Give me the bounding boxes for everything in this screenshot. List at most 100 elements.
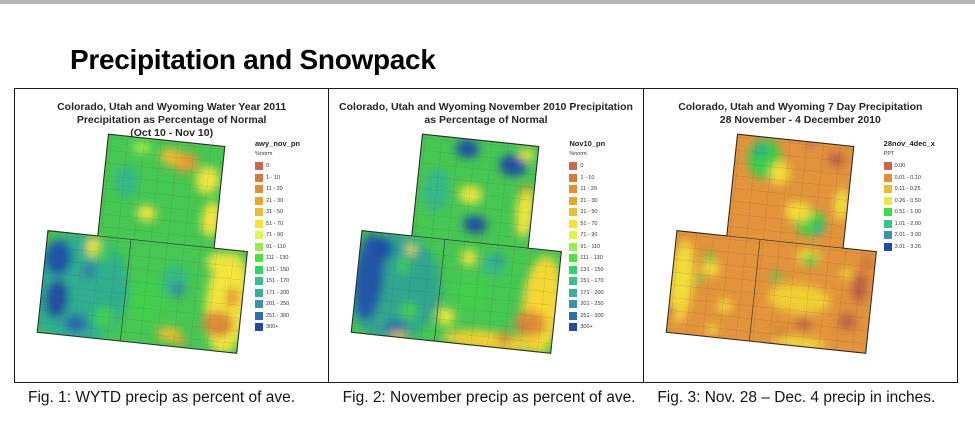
legend-item-label: 0.51 - 1.00 — [894, 209, 921, 215]
map-title-1-line1: Colorado, Utah and Wyoming Water Year 20… — [57, 101, 287, 113]
caption-figure-1: Fig. 1: WYTD precip as percent of ave. — [28, 389, 296, 406]
caption-figure-3: Fig. 3: Nov. 28 – Dec. 4 precip in inche… — [657, 389, 936, 406]
map-title-1-line2: Precipitation as Percentage of Normal — [76, 114, 267, 126]
legend-item: 0.51 - 1.00 — [883, 208, 954, 216]
legend-item: 251 - 300 — [255, 311, 325, 320]
map-figure-1 — [36, 128, 259, 354]
legend-color-swatch — [255, 242, 263, 251]
legend-item: 71 - 90 — [255, 231, 325, 239]
legend-item-label: 91 - 110 — [266, 243, 286, 250]
legend-item: 201 - 250 — [255, 300, 325, 308]
legend-color-swatch — [883, 196, 892, 205]
legend-color-swatch — [569, 300, 578, 308]
map-title-1: Colorado, Utah and Wyoming Water Year 20… — [15, 101, 328, 140]
legend-item-label: 3.01 - 3.26 — [894, 243, 921, 250]
map-title-3: Colorado, Utah and Wyoming 7 Day Precipi… — [644, 101, 957, 127]
legend-color-swatch — [255, 162, 263, 170]
legend-item: 21 - 30 — [569, 196, 639, 205]
legend-item: 2.01 - 3.00 — [883, 231, 954, 239]
legend-color-swatch — [255, 185, 263, 193]
legend-color-swatch — [569, 196, 578, 205]
legend-item: 91 - 110 — [569, 242, 639, 251]
panel-figure-1: Colorado, Utah and Wyoming Water Year 20… — [15, 89, 328, 382]
legend-color-swatch — [255, 196, 263, 205]
legend-title: Nov10_pn — [569, 139, 606, 148]
legend-item-label: 21 - 30 — [580, 197, 598, 204]
legend-item-label: 300+ — [580, 324, 593, 330]
legend-item: 131 - 150 — [569, 265, 639, 274]
legend-color-swatch — [569, 219, 578, 228]
legend-item: 1 - 10 — [569, 173, 639, 182]
legend-color-swatch — [569, 185, 578, 193]
legend-item-label: 2.01 - 3.00 — [894, 232, 921, 238]
legend-color-swatch — [883, 219, 892, 228]
legend-item: 11 - 20 — [569, 185, 639, 193]
legend-item-label: 151 - 170 — [580, 278, 604, 284]
map-title-2: Colorado, Utah and Wyoming November 2010… — [329, 101, 642, 127]
legend-item-label: 171 - 200 — [266, 289, 290, 296]
legend-item: 1 - 10 — [255, 173, 325, 182]
legend-item: 0 — [255, 162, 325, 170]
legend-item-label: 1 - 10 — [266, 174, 281, 181]
legend-color-swatch — [569, 254, 578, 262]
legend-color-swatch — [255, 288, 263, 297]
legend-item-label: 31 - 50 — [580, 209, 598, 215]
legend-item: 111 - 130 — [569, 254, 639, 262]
legend-item-label: 131 - 150 — [580, 266, 604, 273]
legend-item-label: 31 - 50 — [266, 209, 284, 215]
legend-list: 0 1 - 10 11 - 20 21 - 30 31 - 50 51 - 70 71 - … — [255, 162, 325, 331]
legend-color-swatch — [255, 277, 263, 285]
legend-figure-2: Nov10_pn %norm 0 1 - 10 11 - 20 21 - 30 31 -… — [569, 139, 639, 335]
legend-color-swatch — [569, 265, 578, 274]
legend-color-swatch — [569, 231, 578, 239]
legend-item: 0 — [569, 162, 639, 170]
captions-row: Fig. 1: WYTD precip as percent of ave. F… — [14, 389, 958, 407]
legend-color-swatch — [883, 242, 892, 251]
map-title-1-line3: (Oct 10 - Nov 10) — [130, 127, 214, 139]
legend-item-label: 1.01 - 2.00 — [894, 220, 921, 227]
legend-item: 31 - 50 — [569, 208, 639, 216]
legend-list: 0.00 0.01 - 0.10 0.11 - 0.25 0.26 - 0.50 0.5… — [883, 162, 954, 251]
legend-item: 201 - 250 — [569, 300, 639, 308]
legend-item: 71 - 90 — [569, 231, 639, 239]
map-title-2-line1: Colorado, Utah and Wyoming November 2010… — [339, 101, 633, 113]
legend-subtitle: %norm — [255, 151, 273, 157]
legend-color-swatch — [569, 288, 578, 297]
legend-figure-3: 28nov_4dec_x PPT 0.00 0.01 - 0.10 0.11 - 0… — [883, 139, 954, 254]
legend-color-swatch — [883, 173, 892, 182]
legend-item-label: 11 - 20 — [266, 186, 283, 192]
legend-item: 11 - 20 — [255, 185, 325, 193]
legend-color-swatch — [569, 323, 578, 331]
legend-item: 21 - 30 — [255, 196, 325, 205]
map-title-2-line2: as Percentage of Normal — [424, 114, 548, 126]
legend-item-label: 0.01 - 0.10 — [894, 174, 921, 181]
panel-figure-3: Colorado, Utah and Wyoming 7 Day Precipi… — [642, 89, 957, 382]
legend-color-swatch — [255, 231, 263, 239]
legend-item-label: 0 — [580, 163, 584, 169]
legend-item-label: 0.00 — [894, 163, 906, 169]
legend-item: 1.01 - 2.00 — [883, 219, 954, 228]
page-title: Precipitation and Snowpack — [70, 44, 436, 75]
legend-item: 151 - 170 — [569, 277, 639, 285]
legend-item-label: 0.26 - 0.50 — [894, 197, 921, 204]
legend-subtitle: %norm — [569, 151, 587, 157]
legend-item: 51 - 70 — [255, 219, 325, 228]
caption-figure-2: Fig. 2: November precip as percent of av… — [342, 389, 636, 406]
map-title-3-line1: Colorado, Utah and Wyoming 7 Day Precipi… — [678, 101, 923, 113]
legend-item: 251 - 300 — [569, 311, 639, 320]
legend-item: 3.01 - 3.26 — [883, 242, 954, 251]
legend-title: awy_nov_pn — [255, 139, 301, 148]
legend-item: 171 - 200 — [255, 288, 325, 297]
legend-color-swatch — [569, 277, 578, 285]
legend-color-swatch — [255, 254, 263, 262]
legend-color-swatch — [255, 173, 263, 182]
legend-item-label: 71 - 90 — [580, 232, 598, 238]
legend-item-label: 201 - 250 — [266, 301, 290, 307]
legend-item-label: 111 - 130 — [580, 255, 603, 261]
legend-color-swatch — [255, 323, 263, 331]
legend-color-swatch — [569, 208, 578, 216]
legend-color-swatch — [883, 162, 892, 170]
legend-item-label: 0.11 - 0.25 — [894, 186, 921, 192]
legend-subtitle: PPT — [883, 151, 895, 157]
legend-item: 171 - 200 — [569, 288, 639, 297]
